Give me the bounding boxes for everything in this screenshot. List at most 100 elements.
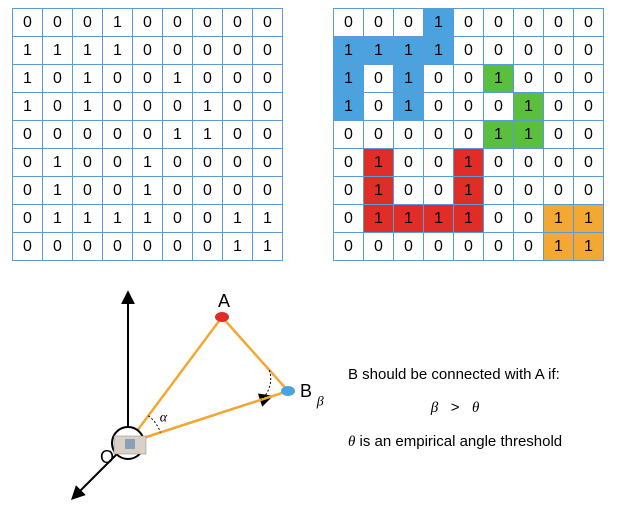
grid-cell: 0: [73, 9, 103, 37]
grid-cell: 0: [193, 37, 223, 65]
grid-cell: 0: [43, 65, 73, 93]
grid-cell: 0: [103, 121, 133, 149]
grid-cell: 0: [163, 149, 193, 177]
grid-cell: 0: [424, 177, 454, 205]
grid-cell: 0: [364, 9, 394, 37]
grid-cell: 0: [454, 37, 484, 65]
grid-cell: 0: [364, 233, 394, 261]
grid-cell: 0: [223, 37, 253, 65]
grid-cell: 0: [163, 205, 193, 233]
grid-cell: 1: [514, 121, 544, 149]
grid-cell: 0: [424, 149, 454, 177]
grid-cell: 1: [334, 37, 364, 65]
label-alpha: α: [160, 410, 168, 425]
label-beta: β: [316, 394, 324, 409]
grid-cell: 1: [73, 65, 103, 93]
grid-cell: 0: [334, 121, 364, 149]
grid-cell: 0: [484, 37, 514, 65]
grid-cell: 1: [574, 205, 604, 233]
grid-cell: 0: [103, 93, 133, 121]
grid-cell: 0: [253, 9, 283, 37]
grid-cell: 1: [364, 37, 394, 65]
grid-cell: 1: [13, 93, 43, 121]
grid-cell: 0: [544, 65, 574, 93]
grid-cell: 1: [13, 65, 43, 93]
point-b: [281, 386, 295, 396]
grid-cell: 0: [133, 37, 163, 65]
grid-cell: 0: [43, 93, 73, 121]
grid-cell: 1: [424, 9, 454, 37]
grid-cell: 0: [484, 205, 514, 233]
grid-cell: 0: [133, 93, 163, 121]
grid-cell: 0: [133, 9, 163, 37]
grid-cell: 0: [514, 65, 544, 93]
grid-cell: 0: [73, 233, 103, 261]
grid-cell: 0: [574, 37, 604, 65]
line-AB: [222, 317, 288, 391]
grid-cell: 0: [574, 149, 604, 177]
grid-cell: 0: [334, 205, 364, 233]
grid-cell: 0: [484, 9, 514, 37]
grid-cell: 1: [43, 205, 73, 233]
grid-cell: 0: [13, 205, 43, 233]
grid-cell: 0: [544, 121, 574, 149]
grid-cell: 0: [13, 121, 43, 149]
grid-cell: 0: [223, 93, 253, 121]
condition-line-1: B should be connected with A if:: [348, 358, 562, 391]
grid-cell: 1: [133, 149, 163, 177]
grid-cell: 0: [514, 37, 544, 65]
grid-cell: 0: [103, 177, 133, 205]
grid-cell: 0: [424, 233, 454, 261]
grid-cell: 0: [394, 149, 424, 177]
grids-row: 0001000001111000001010010001010001000000…: [8, 8, 632, 261]
grid-cell: 0: [13, 149, 43, 177]
grid-cell: 0: [43, 233, 73, 261]
grid-cell: 0: [193, 205, 223, 233]
grid-cell: 1: [424, 37, 454, 65]
grid-cell: 0: [334, 177, 364, 205]
grid-cell: 0: [253, 121, 283, 149]
grid-cell: 1: [223, 233, 253, 261]
grid-cell: 1: [163, 65, 193, 93]
grid-cell: 0: [514, 205, 544, 233]
grid-cell: 0: [253, 177, 283, 205]
grid-cell: 0: [574, 121, 604, 149]
grid-cell: 0: [394, 233, 424, 261]
grid-cell: 0: [193, 149, 223, 177]
gt-symbol: >: [451, 399, 460, 416]
grid-cell: 0: [223, 121, 253, 149]
grid-cell: 0: [73, 149, 103, 177]
grid-cell: 0: [484, 149, 514, 177]
grid-cell: 0: [223, 177, 253, 205]
grid-cell: 1: [484, 121, 514, 149]
grid-cell: 1: [454, 205, 484, 233]
grid-cell: 1: [253, 233, 283, 261]
grid-cell: 0: [163, 93, 193, 121]
grid-cell: 1: [364, 177, 394, 205]
grid-cell: 0: [73, 177, 103, 205]
alpha-arc: [148, 416, 160, 433]
grid-cell: 0: [73, 121, 103, 149]
grid-cell: 1: [223, 205, 253, 233]
grid-cell: 0: [163, 177, 193, 205]
grid-cell: 0: [394, 121, 424, 149]
grid-cell: 0: [13, 9, 43, 37]
angle-diagram: ABOαβ: [8, 273, 348, 503]
grid-cell: 0: [334, 233, 364, 261]
grid-cell: 0: [574, 93, 604, 121]
grid-cell: 0: [574, 9, 604, 37]
grid-cell: 1: [133, 177, 163, 205]
condition-line-3: θ is an empirical angle threshold: [348, 425, 562, 459]
grid-cell: 0: [424, 65, 454, 93]
beta-arc: [261, 370, 270, 400]
grid-cell: 0: [334, 149, 364, 177]
grid-cell: 0: [193, 233, 223, 261]
label-A: A: [218, 291, 230, 311]
grid-cell: 1: [514, 93, 544, 121]
grid-cell: 0: [544, 149, 574, 177]
grid-cell: 1: [73, 37, 103, 65]
grid-cell: 0: [13, 177, 43, 205]
grid-cell: 0: [223, 9, 253, 37]
theta-symbol: θ: [472, 400, 479, 416]
grid-cell: 0: [364, 121, 394, 149]
